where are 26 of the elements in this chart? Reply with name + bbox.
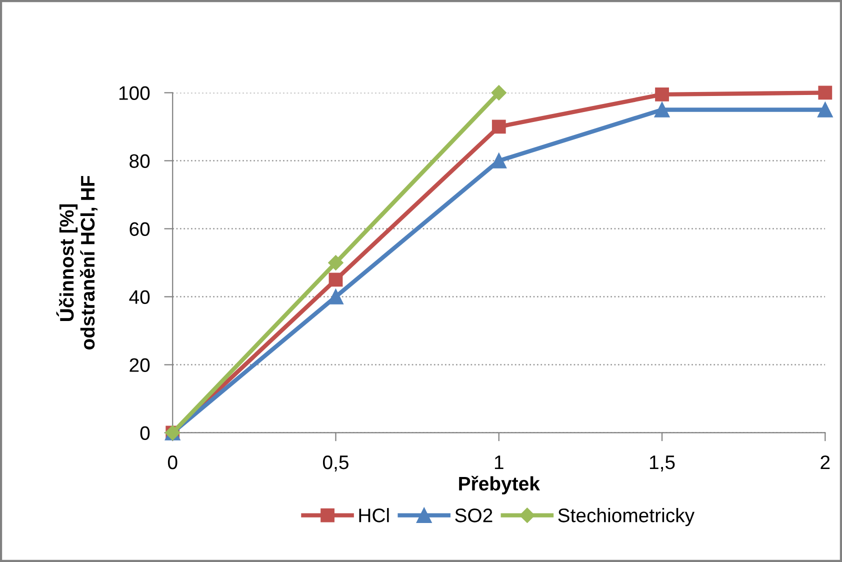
point <box>818 102 833 118</box>
y-axis-title: Účinnost [%] odstranění HCl, HF <box>56 176 98 350</box>
point <box>328 289 344 304</box>
x-tick-label: 1,5 <box>650 456 675 472</box>
x-tick-label: 2 <box>820 455 830 470</box>
legend-label: Stechiometricky <box>558 508 695 526</box>
x-tick-label: 0 <box>168 455 178 470</box>
y-tick-label: 40 <box>129 290 150 304</box>
y-tick-label: 100 <box>119 86 150 100</box>
point <box>492 120 506 134</box>
legend-label: HCl <box>359 508 389 522</box>
y-tick-label: 20 <box>130 358 150 372</box>
x-axis-title: Přebytek <box>459 476 540 494</box>
y-tick-label: 60 <box>130 222 150 236</box>
x-tick-label: 0,5 <box>322 455 348 472</box>
y-tick-label: 80 <box>130 154 150 168</box>
point <box>818 86 832 100</box>
point <box>654 102 670 118</box>
legend-label: SO2 <box>455 508 492 522</box>
point <box>655 87 669 102</box>
point <box>328 255 344 270</box>
y-tick-label: 0 <box>140 426 150 440</box>
point <box>491 153 507 168</box>
x-tick-label: 1 <box>494 456 504 470</box>
point <box>328 272 343 287</box>
point <box>491 85 506 100</box>
